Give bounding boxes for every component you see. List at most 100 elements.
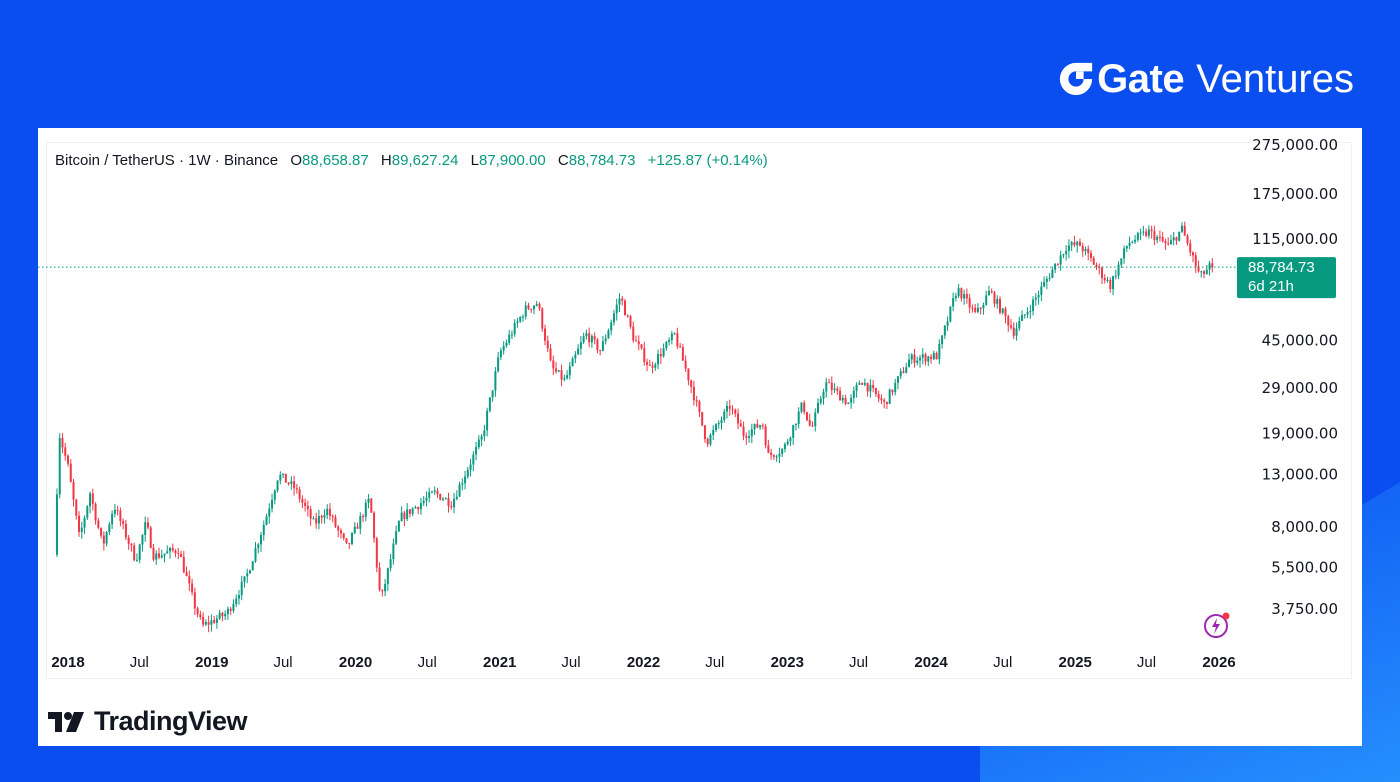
candle-body: [138, 544, 141, 560]
candle-body: [1012, 327, 1015, 336]
candle-body: [268, 508, 271, 517]
candle-body: [1056, 263, 1059, 265]
candle-body: [243, 576, 246, 582]
candle-body: [745, 436, 748, 438]
legend-high-label: H: [380, 152, 392, 169]
candle-body: [1048, 277, 1051, 279]
candle-body: [819, 398, 822, 403]
candle-body: [364, 502, 367, 517]
candle-body: [133, 545, 136, 561]
candle-body: [822, 391, 825, 399]
candle-body: [381, 589, 384, 592]
candle-body: [1125, 245, 1128, 249]
candle-body: [182, 556, 185, 573]
candle-body: [778, 453, 781, 457]
x-tick-label: 2024: [914, 654, 948, 671]
candle-body: [67, 455, 69, 464]
candle-body: [499, 350, 502, 358]
candle-body: [687, 368, 690, 381]
candle-body: [817, 402, 820, 413]
candle-body: [786, 441, 789, 445]
candle-body: [1136, 233, 1139, 240]
y-tick-label: 115,000.00: [1252, 230, 1338, 248]
candle-body: [1169, 240, 1172, 245]
candle-body: [728, 405, 731, 409]
candle-body: [1203, 271, 1206, 275]
candle-body: [604, 338, 607, 342]
candle-body: [461, 483, 464, 485]
candle-body: [171, 548, 174, 551]
candle-body: [877, 394, 880, 399]
candle-body: [287, 482, 290, 484]
candle-body: [734, 409, 737, 414]
candle-body: [695, 400, 698, 402]
candle-body: [221, 612, 224, 617]
candle-body: [262, 524, 265, 535]
candle-body: [494, 371, 497, 391]
price-chart[interactable]: 275,000.00 175,000.00 115,000.00 45,000.00 2…: [38, 128, 1362, 688]
candle-body: [1183, 225, 1186, 236]
candle-body: [880, 398, 883, 401]
candle-body: [210, 620, 213, 625]
candle-body: [739, 423, 742, 427]
candle-body: [265, 516, 268, 525]
candle-body: [717, 423, 720, 425]
candle-body: [1134, 239, 1137, 242]
candle-body: [119, 510, 122, 522]
candle-body: [1045, 278, 1048, 282]
candle-body: [1034, 297, 1037, 300]
candle-body: [488, 397, 491, 411]
candle-body: [932, 353, 935, 360]
candle-body: [1032, 299, 1035, 312]
y-tick-label: 3,750.00: [1271, 600, 1338, 618]
candle-body: [392, 543, 395, 560]
candle-body: [910, 354, 913, 360]
chart-area[interactable]: [46, 142, 1352, 679]
candle-body: [1095, 264, 1098, 268]
candle-body: [794, 423, 797, 425]
candle-body: [94, 503, 97, 521]
candle-body: [612, 313, 615, 323]
candle-body: [69, 463, 72, 483]
candle-body: [590, 336, 593, 343]
x-tick-label: 2023: [771, 654, 804, 671]
candle-body: [1153, 231, 1156, 241]
legend-open: 88,658.87: [302, 152, 369, 169]
candle-body: [971, 307, 974, 309]
candle-body: [599, 349, 602, 351]
candle-body: [665, 341, 668, 349]
candle-body: [428, 492, 431, 498]
candle-body: [1161, 236, 1164, 242]
candle-body: [260, 534, 263, 545]
candle-body: [957, 288, 960, 297]
candle-body: [1101, 267, 1104, 278]
candle-body: [362, 516, 365, 518]
candle-body: [519, 316, 522, 322]
candle-body: [1142, 231, 1145, 233]
candle-body: [946, 321, 949, 326]
candle-body: [439, 493, 442, 500]
lightning-bolt-icon[interactable]: [1203, 611, 1231, 639]
candle-body: [720, 420, 723, 424]
candle-body: [960, 288, 963, 299]
candle-body: [825, 382, 828, 392]
candle-body: [1043, 281, 1046, 287]
candle-body: [538, 303, 541, 309]
candle-body: [648, 364, 651, 366]
candle-body: [1156, 236, 1159, 241]
candle-body: [204, 622, 207, 625]
candle-body: [662, 348, 665, 357]
candle-body: [952, 298, 955, 307]
candle-body: [177, 553, 180, 555]
candle-body: [1205, 269, 1208, 275]
candle-body: [251, 561, 254, 571]
candle-body: [1139, 232, 1142, 234]
candle-body: [469, 464, 472, 470]
candle-body: [486, 410, 489, 431]
candle-body: [709, 434, 712, 445]
candle-body: [916, 360, 919, 363]
candle-body: [632, 326, 635, 341]
candle-body: [941, 335, 944, 344]
candle-body: [97, 520, 100, 528]
candle-body: [698, 401, 701, 412]
